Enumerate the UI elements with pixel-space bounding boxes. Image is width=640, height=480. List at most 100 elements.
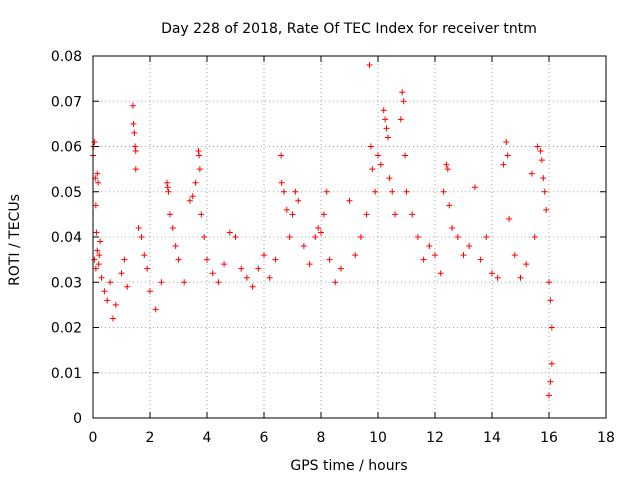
data-point	[443, 161, 450, 168]
data-point	[426, 243, 433, 250]
data-point	[392, 211, 399, 218]
data-point	[326, 256, 333, 263]
data-point	[196, 152, 203, 159]
data-point	[96, 252, 103, 259]
data-point	[454, 234, 461, 240]
data-point	[523, 261, 530, 268]
chart-title: Day 228 of 2018, Rate Of TEC Index for r…	[161, 21, 537, 37]
data-point	[130, 120, 137, 127]
x-tick-label: 18	[597, 430, 615, 446]
y-tick-label: 0	[73, 411, 82, 427]
data-point	[278, 152, 285, 159]
data-point	[261, 252, 267, 259]
data-point	[538, 157, 545, 164]
data-point	[372, 188, 379, 195]
data-point	[192, 179, 199, 186]
data-point	[432, 252, 438, 259]
data-point	[198, 211, 205, 218]
data-point	[292, 188, 299, 195]
data-point	[107, 279, 114, 286]
data-point	[337, 265, 344, 272]
data-point	[357, 234, 364, 240]
data-point	[437, 270, 444, 277]
data-point	[91, 138, 98, 145]
data-point	[95, 179, 102, 186]
axis-ticks: 0 2 4 6 8 10 12 14 16 18 0 0.01 0.02 0.03 0.04 0.05 0.06…	[51, 49, 615, 446]
data-point	[101, 288, 108, 295]
x-tick-label: 2	[146, 430, 155, 446]
data-point	[121, 256, 128, 263]
data-point	[477, 256, 484, 263]
data-point	[209, 270, 216, 277]
data-point	[541, 188, 548, 195]
data-point	[346, 197, 353, 204]
data-point	[91, 256, 98, 263]
y-tick-label: 0.03	[51, 275, 82, 291]
data-point	[312, 234, 319, 240]
data-point	[402, 152, 409, 159]
y-tick-label: 0.02	[51, 321, 82, 337]
data-point	[189, 193, 196, 200]
data-point	[135, 224, 142, 231]
data-point	[138, 234, 145, 240]
data-point	[315, 224, 322, 231]
data-point	[548, 360, 555, 367]
data-point	[352, 252, 359, 259]
data-point	[238, 265, 245, 272]
data-point	[255, 265, 262, 272]
data-point	[109, 315, 116, 322]
data-point	[266, 274, 273, 281]
data-point	[164, 184, 171, 191]
x-tick-label: 4	[203, 430, 212, 446]
x-tick-label: 0	[89, 430, 98, 446]
data-point	[537, 148, 544, 155]
data-point	[118, 270, 125, 277]
data-point	[546, 392, 552, 399]
x-tick-label: 8	[317, 430, 326, 446]
data-point	[94, 170, 101, 177]
data-point	[144, 265, 151, 272]
data-point	[400, 98, 407, 105]
data-point	[141, 252, 148, 259]
data-point	[528, 170, 535, 177]
data-point	[104, 297, 111, 304]
data-point	[98, 274, 105, 281]
y-tick-label: 0.01	[51, 366, 82, 382]
data-point	[158, 279, 165, 286]
data-point	[403, 188, 410, 195]
data-point	[132, 143, 139, 150]
data-point	[196, 166, 203, 173]
data-point	[546, 279, 552, 286]
data-point	[172, 243, 179, 250]
data-point	[232, 234, 239, 240]
data-point	[384, 134, 391, 141]
data-point	[547, 378, 554, 385]
data-point	[181, 279, 188, 286]
data-point	[112, 301, 119, 308]
data-point	[369, 166, 376, 173]
y-tick-label: 0.04	[51, 230, 82, 246]
data-point	[494, 274, 501, 281]
data-point	[165, 188, 172, 195]
data-point	[92, 265, 99, 272]
data-point	[389, 188, 396, 195]
data-point	[243, 274, 250, 281]
data-point	[289, 211, 296, 218]
data-point	[201, 234, 208, 240]
x-axis-label: GPS time / hours	[290, 458, 407, 474]
data-point	[249, 283, 256, 290]
data-point	[169, 224, 176, 231]
data-point	[132, 166, 139, 173]
data-point	[449, 224, 456, 231]
data-point	[204, 256, 210, 263]
data-point	[380, 107, 387, 114]
y-tick-label: 0.07	[51, 94, 82, 110]
data-point	[124, 283, 131, 290]
data-point	[511, 252, 518, 259]
data-point	[420, 256, 427, 263]
y-axis-label: ROTI / TECUs	[7, 194, 23, 286]
data-point	[186, 197, 193, 204]
data-point	[382, 116, 389, 123]
data-point	[460, 252, 467, 259]
